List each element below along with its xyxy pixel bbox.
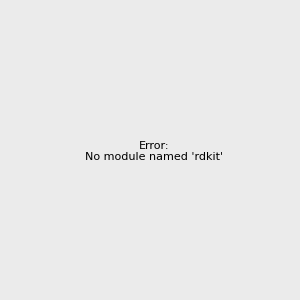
Text: Error:
No module named 'rdkit': Error: No module named 'rdkit' xyxy=(85,141,223,162)
